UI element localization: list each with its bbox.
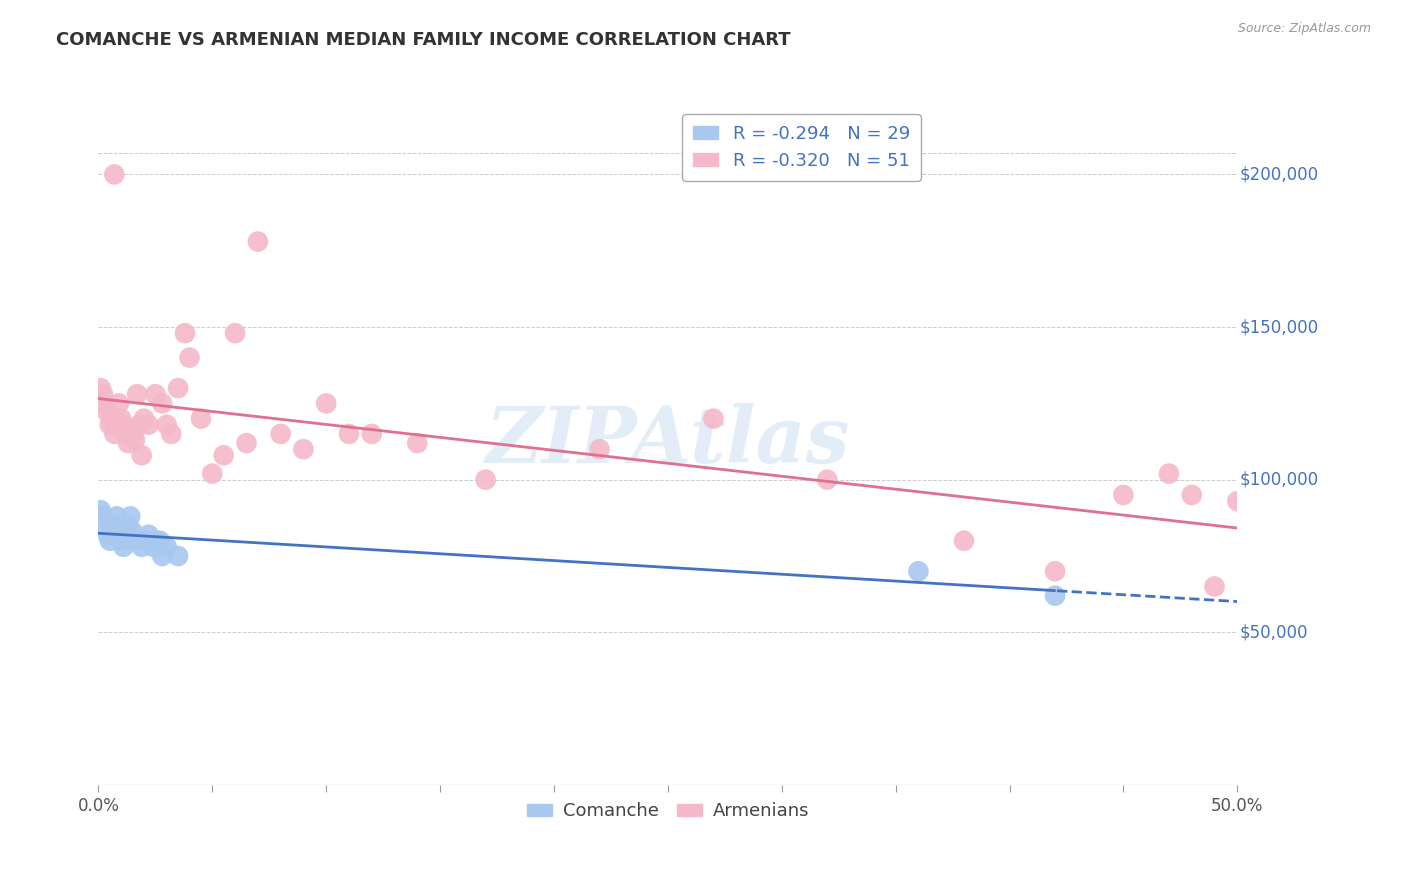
Point: [120, 509, 142, 524]
Point: [121, 524, 143, 539]
Legend: Comanche, Armenians: Comanche, Armenians: [519, 795, 817, 828]
Point: [1204, 580, 1226, 594]
Point: [246, 235, 269, 249]
Point: [907, 564, 929, 578]
Point: [212, 448, 235, 462]
Point: [101, 411, 124, 425]
Text: COMANCHE VS ARMENIAN MEDIAN FAMILY INCOME CORRELATION CHART: COMANCHE VS ARMENIAN MEDIAN FAMILY INCOM…: [56, 31, 790, 49]
Point: [108, 396, 131, 410]
Text: Source: ZipAtlas.com: Source: ZipAtlas.com: [1237, 22, 1371, 36]
Point: [145, 533, 167, 548]
Point: [124, 433, 146, 447]
Point: [90, 381, 112, 395]
Point: [160, 426, 183, 441]
Point: [114, 426, 136, 441]
Point: [1181, 488, 1204, 502]
Point: [167, 381, 190, 395]
Point: [142, 540, 165, 554]
Point: [131, 448, 153, 462]
Point: [105, 509, 128, 524]
Text: $50,000: $50,000: [1240, 624, 1308, 641]
Point: [270, 426, 292, 441]
Point: [201, 467, 224, 481]
Point: [128, 533, 150, 548]
Point: [90, 503, 112, 517]
Point: [121, 426, 143, 441]
Point: [101, 524, 124, 539]
Point: [224, 326, 246, 341]
Point: [114, 527, 136, 541]
Point: [96, 405, 118, 419]
Point: [702, 411, 724, 425]
Text: $200,000: $200,000: [1240, 165, 1319, 184]
Point: [1157, 467, 1180, 481]
Point: [315, 396, 337, 410]
Point: [108, 524, 131, 539]
Point: [360, 426, 382, 441]
Point: [1226, 494, 1249, 508]
Point: [91, 509, 114, 524]
Point: [1112, 488, 1135, 502]
Point: [150, 549, 173, 563]
Point: [474, 473, 496, 487]
Point: [131, 540, 153, 554]
Point: [103, 518, 125, 533]
Point: [112, 540, 135, 554]
Point: [337, 426, 360, 441]
Point: [156, 540, 179, 554]
Point: [103, 168, 125, 182]
Point: [94, 518, 117, 533]
Point: [235, 436, 257, 450]
Point: [179, 351, 201, 365]
Point: [110, 533, 132, 548]
Point: [138, 527, 160, 541]
Text: ZIPAtlas: ZIPAtlas: [485, 403, 851, 480]
Point: [145, 387, 167, 401]
Point: [127, 387, 149, 401]
Point: [135, 533, 157, 548]
Point: [174, 326, 197, 341]
Point: [138, 417, 160, 432]
Point: [406, 436, 429, 450]
Point: [588, 442, 610, 457]
Point: [117, 518, 139, 533]
Point: [105, 417, 128, 432]
Point: [190, 411, 212, 425]
Text: $100,000: $100,000: [1240, 471, 1319, 489]
Point: [1043, 564, 1066, 578]
Point: [128, 417, 150, 432]
Point: [98, 417, 121, 432]
Point: [94, 396, 117, 410]
Point: [110, 411, 132, 425]
Point: [103, 426, 125, 441]
Point: [132, 411, 155, 425]
Point: [815, 473, 838, 487]
Point: [91, 387, 114, 401]
Point: [112, 417, 135, 432]
Point: [150, 396, 173, 410]
Point: [1043, 589, 1066, 603]
Point: [156, 417, 179, 432]
Point: [96, 527, 118, 541]
Point: [292, 442, 315, 457]
Point: [167, 549, 190, 563]
Point: [132, 533, 155, 548]
Point: [953, 533, 976, 548]
Point: [98, 533, 121, 548]
Point: [124, 533, 146, 548]
Text: $150,000: $150,000: [1240, 318, 1319, 336]
Point: [149, 533, 172, 548]
Point: [117, 436, 139, 450]
